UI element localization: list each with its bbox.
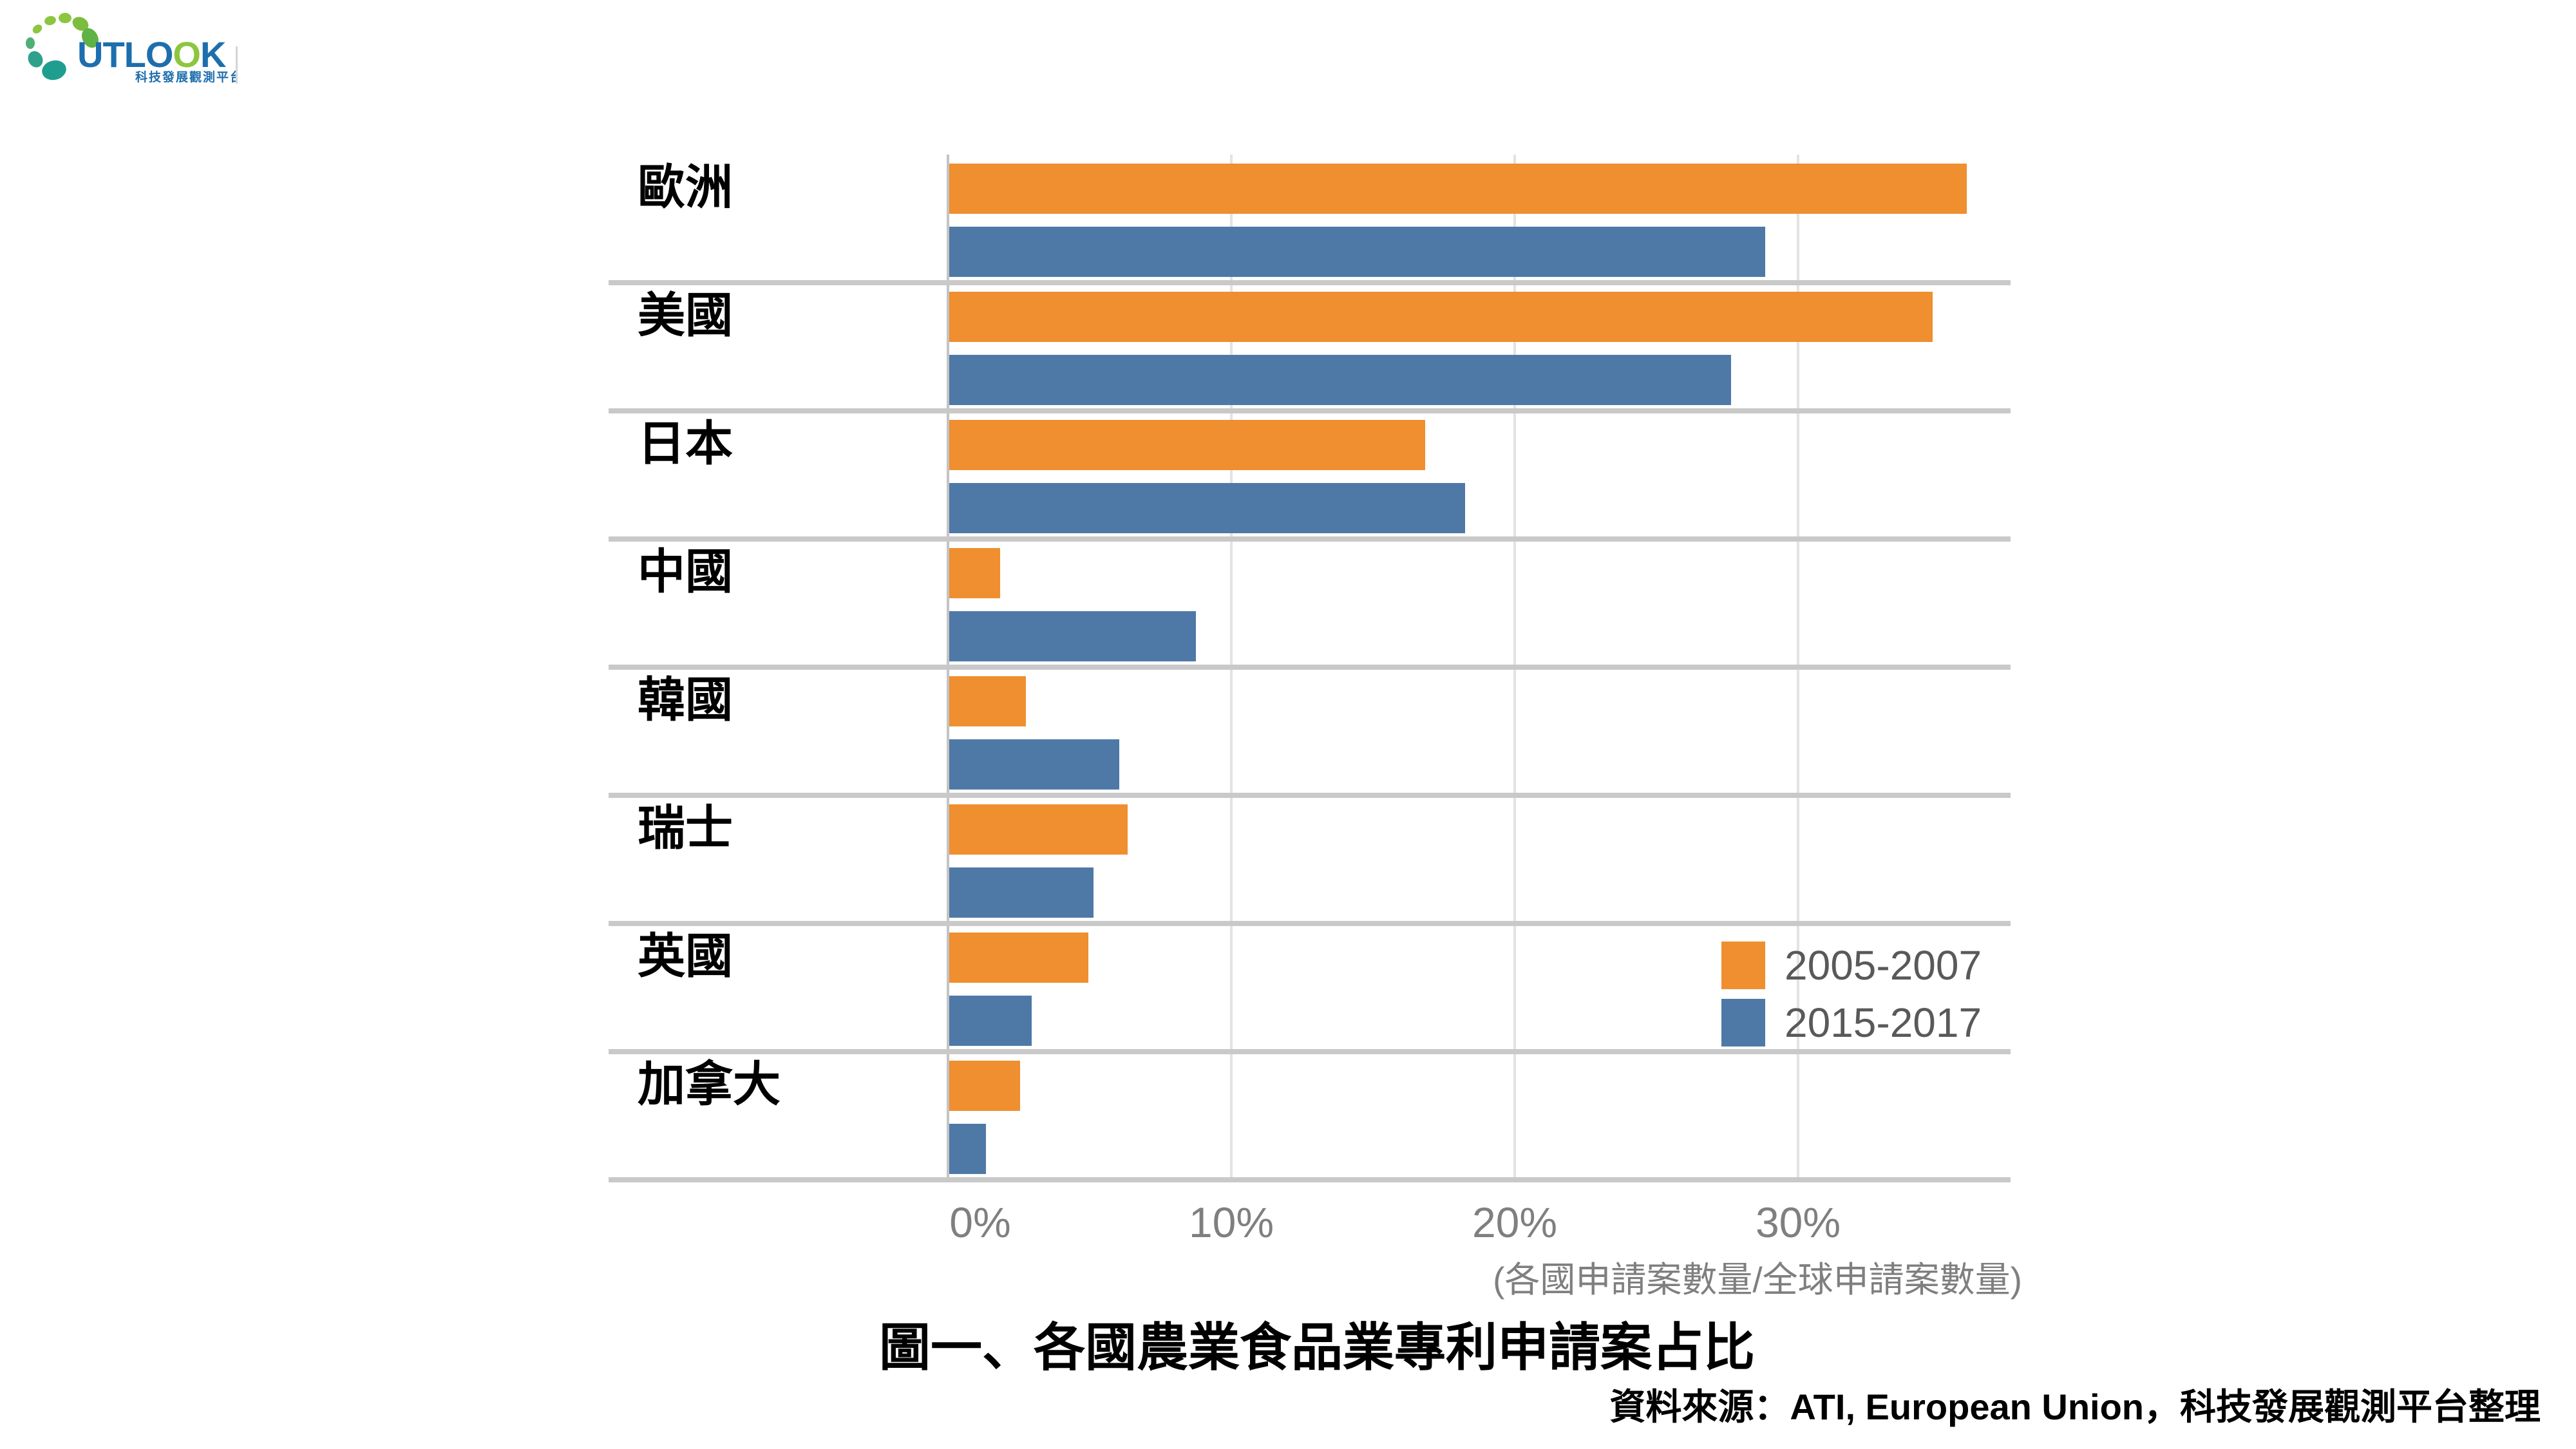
source-note: 資料來源：ATI, European Union，科技發展觀測平台整理 — [1609, 1387, 2541, 1427]
x-tick-label: 10% — [1188, 1198, 1274, 1246]
bar-2015-2017 — [949, 739, 1119, 790]
group-separator — [609, 1049, 2011, 1054]
bar-2005-2007 — [949, 292, 1933, 342]
group-separator — [609, 793, 2011, 798]
bar-2015-2017 — [949, 227, 1765, 277]
chart-title: 圖一、各國農業食品業專利申請案占比 — [879, 1319, 1755, 1376]
category-label: 加拿大 — [638, 1057, 781, 1111]
bar-2015-2017 — [949, 867, 1094, 918]
bar-2005-2007 — [949, 804, 1128, 855]
x-tick-label: 20% — [1472, 1198, 1558, 1246]
bar-2015-2017 — [949, 996, 1032, 1046]
logo-divider — [236, 46, 238, 84]
x-tick-label: 30% — [1755, 1198, 1841, 1246]
bar-2015-2017 — [949, 1124, 986, 1174]
chart-legend: 2005-2007 2015-2017 — [1721, 942, 1982, 1056]
category-label: 歐洲 — [638, 160, 733, 214]
category-label: 瑞士 — [638, 801, 733, 855]
bar-2015-2017 — [949, 611, 1196, 661]
group-separator — [609, 921, 2011, 926]
bar-2005-2007 — [949, 933, 1088, 983]
legend-item: 2005-2007 — [1721, 942, 1982, 989]
group-separator — [609, 665, 2011, 670]
outlook-logo: UTLOOK 科技發展觀測平台 — [26, 13, 236, 84]
category-label: 中國 — [638, 545, 733, 598]
group-separator — [609, 536, 2011, 542]
legend-item: 2015-2017 — [1721, 999, 1982, 1046]
legend-swatch-icon — [1721, 999, 1765, 1046]
logo-wordmark: UTLOOK — [77, 34, 226, 75]
category-label: 韓國 — [638, 673, 733, 726]
bar-2015-2017 — [949, 355, 1731, 405]
bar-2005-2007 — [949, 676, 1026, 726]
bar-2015-2017 — [949, 483, 1465, 533]
x-axis-note: (各國申請案數量/全球申請案數量) — [1493, 1260, 2022, 1300]
category-label: 英國 — [638, 929, 733, 983]
logo-dot-swirl-icon — [26, 13, 99, 80]
x-tick-label: 0% — [949, 1198, 1011, 1246]
group-separator — [609, 1177, 2011, 1182]
legend-label: 2005-2007 — [1785, 942, 1982, 989]
bar-2005-2007 — [949, 548, 1000, 598]
bar-2005-2007 — [949, 1061, 1020, 1111]
bar-2005-2007 — [949, 164, 1967, 214]
group-separator — [609, 280, 2011, 285]
group-separator — [609, 408, 2011, 413]
logo-subtitle: 科技發展觀測平台 — [135, 70, 236, 84]
legend-swatch-icon — [1721, 942, 1765, 989]
category-label: 美國 — [638, 289, 733, 342]
category-label: 日本 — [638, 417, 733, 470]
legend-label: 2015-2017 — [1785, 999, 1982, 1046]
bar-2005-2007 — [949, 420, 1425, 470]
